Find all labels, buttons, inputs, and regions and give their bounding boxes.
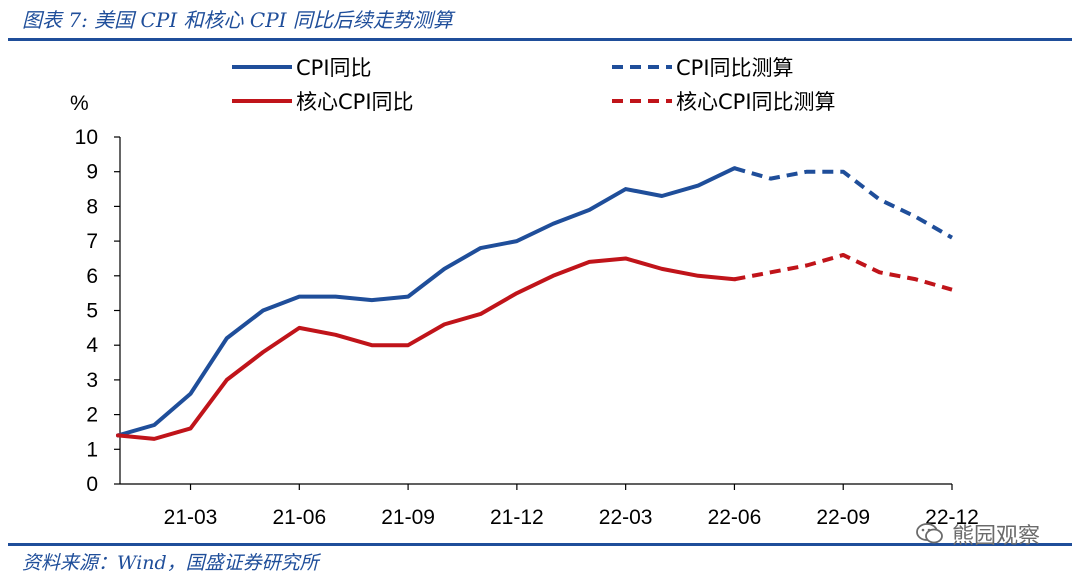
y-tick-label: 6 [86, 265, 98, 288]
y-tick-label: 5 [86, 300, 98, 323]
axes: 0 1 2 3 4 5 6 7 8 9 10% 21-03 21-06 21-09 21-12 22-03 22… [70, 92, 979, 529]
y-tick-label: 8 [86, 195, 98, 218]
y-tick-label: 3 [86, 369, 98, 392]
series-lines [116, 166, 953, 441]
source-note: 资料来源：Wind，国盛证券研究所 [22, 552, 319, 574]
y-tick-label: 4 [86, 334, 98, 357]
x-tick-label: 22-12 [925, 506, 979, 529]
title-rule [8, 38, 1072, 41]
y-tick-label: 9 [86, 161, 98, 184]
x-tick-label: 21-06 [272, 506, 326, 529]
x-tick-label: 22-09 [816, 506, 870, 529]
y-tick-label: 2 [86, 404, 98, 427]
x-tick-label: 21-09 [381, 506, 435, 529]
x-tick-label: 21-03 [164, 506, 218, 529]
legend-label: CPI同比测算 [676, 56, 794, 80]
series-line-3 [734, 252, 953, 292]
x-tick-label: 21-12 [490, 506, 544, 529]
figure-title: 图表 7: 美国 CPI 和核心 CPI 同比后续走势测算 [22, 8, 453, 32]
y-tick-label: 7 [86, 230, 98, 253]
series-line-1 [116, 256, 737, 441]
wechat-icon [916, 522, 944, 546]
x-tick-label: 22-06 [708, 506, 762, 529]
legend-label: 核心CPI同比测算 [676, 90, 836, 114]
source-rule [8, 543, 1072, 546]
watermark-text: 熊园观察 [951, 524, 1040, 549]
y-tick-label: 10 [75, 126, 98, 149]
legend-label: CPI同比 [296, 56, 372, 80]
series-line-2 [733, 166, 953, 240]
series-line-0 [116, 166, 737, 438]
watermark: 熊园观察 [916, 518, 1040, 550]
x-tick-label: 22-03 [599, 506, 653, 529]
y-tick-label: 0 [86, 473, 98, 496]
y-tick-label: 1 [86, 438, 98, 461]
y-axis-label: % [70, 92, 89, 115]
legend-label: 核心CPI同比 [296, 90, 414, 114]
